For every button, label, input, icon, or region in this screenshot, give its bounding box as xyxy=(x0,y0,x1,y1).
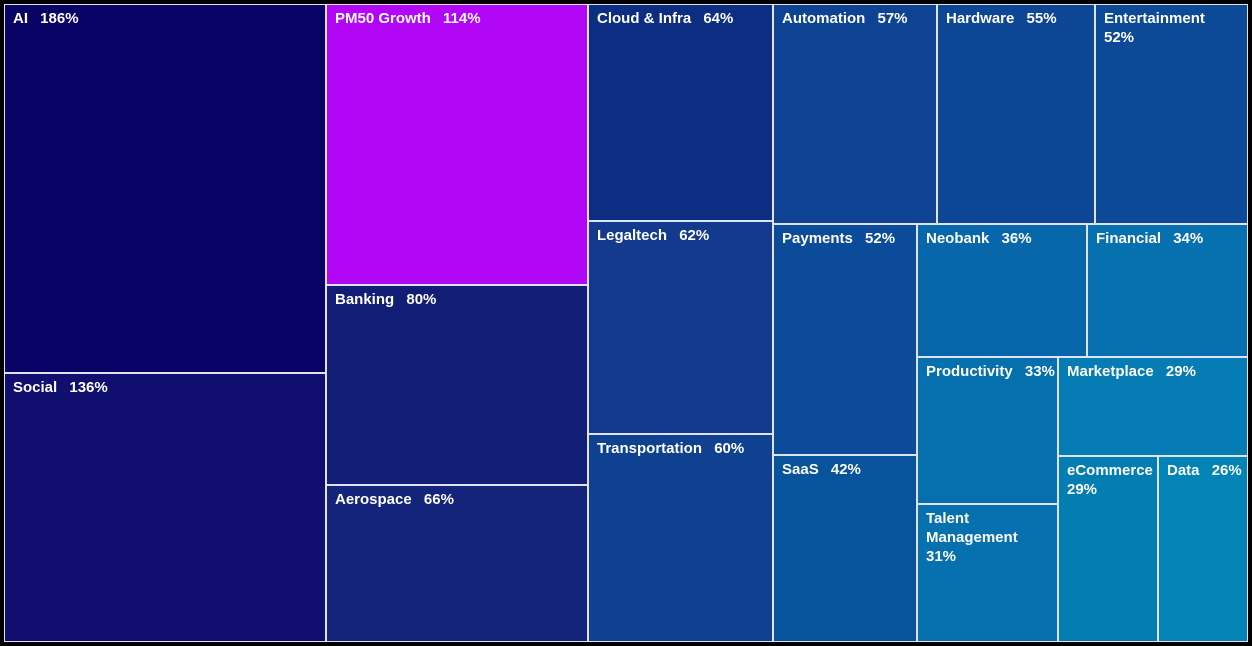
tile-label-marketplace: Marketplace xyxy=(1067,363,1154,380)
treemap-tile-productivity[interactable]: Productivity 33% xyxy=(917,357,1058,504)
treemap-tile-entertainment[interactable]: Entertainment 52% xyxy=(1095,4,1248,224)
tile-label-hardware: Hardware xyxy=(946,10,1015,27)
treemap-tile-banking[interactable]: Banking 80% xyxy=(326,285,588,485)
tile-label-talent-management: Talent Management xyxy=(926,510,1018,546)
treemap-tile-cloud-infra[interactable]: Cloud & Infra 64% xyxy=(588,4,773,221)
tile-label-social: Social xyxy=(13,379,58,396)
tile-label-saas: SaaS xyxy=(782,461,819,478)
tile-value-banking: 80% xyxy=(406,291,437,308)
treemap-tile-pm50-growth[interactable]: PM50 Growth 114% xyxy=(326,4,588,285)
tile-value-saas: 42% xyxy=(830,461,861,478)
treemap-tile-neobank[interactable]: Neobank 36% xyxy=(917,224,1087,357)
tile-label-data: Data xyxy=(1167,462,1200,479)
treemap-tile-automation[interactable]: Automation 57% xyxy=(773,4,937,224)
tile-value-talent-management: 31% xyxy=(926,547,957,565)
tile-value-neobank: 36% xyxy=(1001,230,1032,247)
tile-value-payments: 52% xyxy=(865,230,896,247)
treemap-tile-payments[interactable]: Payments 52% xyxy=(773,224,917,455)
treemap-tile-legaltech[interactable]: Legaltech 62% xyxy=(588,221,773,434)
tile-label-pm50-growth: PM50 Growth xyxy=(335,10,431,27)
treemap-tile-ecommerce[interactable]: eCommerce 29% xyxy=(1058,456,1158,642)
tile-label-banking: Banking xyxy=(335,291,395,308)
tile-label-automation: Automation xyxy=(782,10,866,27)
tile-label-neobank: Neobank xyxy=(926,230,990,247)
tile-value-cloud-infra: 64% xyxy=(703,10,734,27)
tile-label-ecommerce: eCommerce xyxy=(1067,462,1153,479)
tile-label-financial: Financial xyxy=(1096,230,1162,247)
tile-label-entertainment: Entertainment xyxy=(1104,10,1205,27)
treemap-tile-talent-management[interactable]: Talent Management 31% xyxy=(917,504,1058,642)
tile-value-legaltech: 62% xyxy=(679,227,710,244)
tile-value-financial: 34% xyxy=(1173,230,1204,247)
treemap-tile-financial[interactable]: Financial 34% xyxy=(1087,224,1248,357)
treemap-tile-hardware[interactable]: Hardware 55% xyxy=(937,4,1095,224)
treemap-tile-social[interactable]: Social 136% xyxy=(4,373,326,642)
tile-value-pm50-growth: 114% xyxy=(443,10,481,27)
treemap-tile-saas[interactable]: SaaS 42% xyxy=(773,455,917,642)
tile-label-aerospace: Aerospace xyxy=(335,491,412,508)
tile-label-transportation: Transportation xyxy=(597,440,703,457)
treemap-tile-transportation[interactable]: Transportation 60% xyxy=(588,434,773,642)
tile-label-ai: AI xyxy=(13,10,28,27)
tile-value-entertainment: 52% xyxy=(1104,28,1135,46)
tile-value-ai: 186% xyxy=(40,10,79,27)
treemap-tile-ai[interactable]: AI 186% xyxy=(4,4,326,373)
tile-value-ecommerce: 29% xyxy=(1067,480,1098,498)
tile-label-legaltech: Legaltech xyxy=(597,227,668,244)
tile-label-payments: Payments xyxy=(782,230,853,247)
treemap-tile-aerospace[interactable]: Aerospace 66% xyxy=(326,485,588,642)
tile-value-data: 26% xyxy=(1211,462,1242,479)
treemap-tile-data[interactable]: Data 26% xyxy=(1158,456,1248,642)
tile-label-cloud-infra: Cloud & Infra xyxy=(597,10,692,27)
tile-value-transportation: 60% xyxy=(714,440,745,457)
tile-value-hardware: 55% xyxy=(1026,10,1057,27)
treemap-tile-marketplace[interactable]: Marketplace 29% xyxy=(1058,357,1248,456)
tile-value-social: 136% xyxy=(69,379,108,396)
tile-value-aerospace: 66% xyxy=(423,491,454,508)
tile-value-productivity: 33% xyxy=(1024,363,1055,380)
tile-label-productivity: Productivity xyxy=(926,363,1013,380)
tile-value-marketplace: 29% xyxy=(1165,363,1196,380)
tile-value-automation: 57% xyxy=(877,10,908,27)
